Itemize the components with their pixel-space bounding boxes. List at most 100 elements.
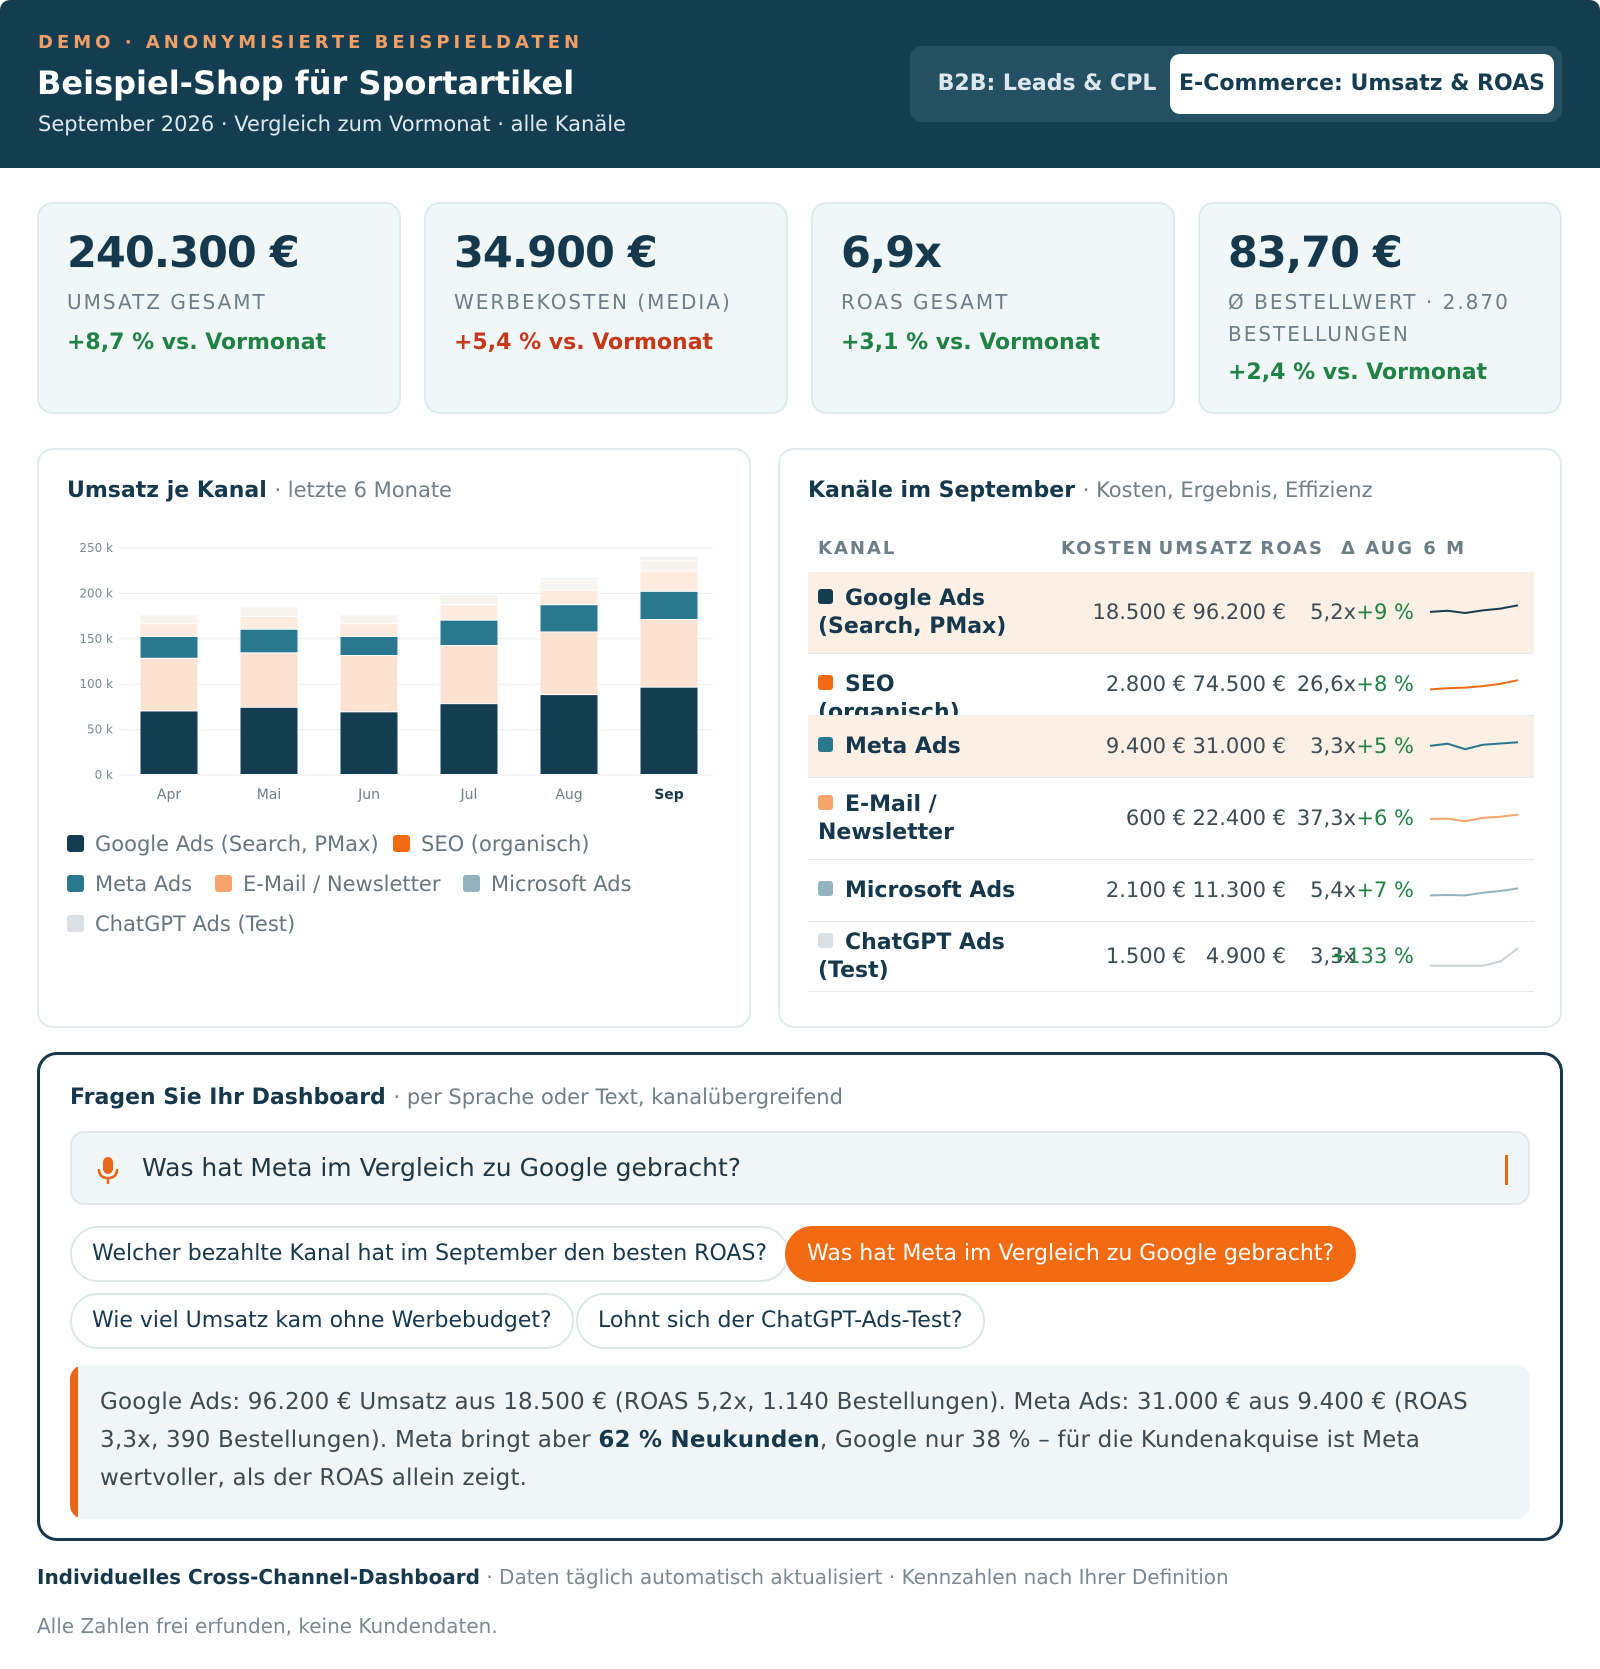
sparkline (1429, 604, 1519, 615)
ask-dashboard-panel: Fragen Sie Ihr Dashboard · per Sprache o… (37, 1052, 1563, 1541)
suggestion-chip-chatgpt-test[interactable]: Lohnt sich der ChatGPT-Ads-Test? (576, 1293, 985, 1349)
channel-color-dot (818, 675, 833, 690)
revenue-cell: 31.000 € (1192, 734, 1286, 758)
col-header-cost: KOSTEN (1060, 538, 1154, 559)
legend-item: Microsoft Ads (463, 872, 632, 896)
revenue-chart-card: Umsatz je Kanal · letzte 6 Monate 0 k 50 … (37, 448, 751, 1028)
suggestion-chip-best-roas[interactable]: Welcher bezahlte Kanal hat im September … (70, 1226, 790, 1282)
bar-segment (640, 591, 698, 620)
kpi-card-revenue: 240.300 € UMSATZ GESAMT +8,7 % vs. Vormo… (37, 202, 401, 414)
sparkline-path (1429, 813, 1519, 823)
dashboard-type-switcher: B2B: Leads & CPL E-Commerce: Umsatz & RO… (910, 46, 1562, 122)
row-divider (808, 653, 1534, 654)
revenue-cell: 22.400 € (1192, 806, 1286, 830)
roas-cell: 5,4x (1310, 878, 1356, 902)
delta-cell: +133 % (1329, 944, 1414, 968)
suggestion-chip-meta-vs-google[interactable]: Was hat Meta im Vergleich zu Google gebr… (785, 1226, 1357, 1282)
sparkline-path (1429, 604, 1519, 615)
ask-title: Fragen Sie Ihr Dashboard · per Sprache o… (70, 1085, 843, 1110)
col-header-channel: KANAL (818, 538, 897, 559)
legend-label: Google Ads (Search, PMax) (95, 832, 379, 856)
page-subtitle: September 2026 · Vergleich zum Vormonat … (38, 112, 626, 136)
channel-name: Meta Ads (818, 733, 1038, 761)
kpi-card-avg-order: 83,70 € Ø BESTELLWERT · 2.870 BESTELLUNG… (1198, 202, 1562, 414)
footer-line: Individuelles Cross-Channel-Dashboard · … (37, 1565, 1229, 1589)
cost-cell: 2.800 € (1105, 672, 1186, 696)
kpi-delta: +3,1 % vs. Vormonat (841, 330, 1101, 355)
col-header-revenue: UMSATZ (1158, 538, 1254, 559)
delta-cell: +5 % (1356, 734, 1414, 758)
legend-label: E-Mail / Newsletter (243, 872, 441, 896)
legend-item: E-Mail / Newsletter (215, 872, 440, 896)
ask-query-input[interactable]: Was hat Meta im Vergleich zu Google gebr… (70, 1131, 1530, 1205)
row-divider (808, 777, 1534, 778)
sparkline (1429, 679, 1519, 691)
footer-text: · Daten täglich automatisch aktualisiert… (479, 1565, 1229, 1589)
ask-subtitle: · per Sprache oder Text, kanalübergreife… (393, 1085, 843, 1109)
col-header-trend: 6 M (1423, 538, 1466, 559)
row-divider (808, 715, 1534, 716)
bar-segment (640, 571, 698, 591)
table-row[interactable]: Meta Ads 9.400 €31.000 € 3,3x +5 % (808, 716, 1534, 778)
kpi-label: WERBEKOSTEN (MEDIA) (454, 290, 732, 314)
bar-segment (540, 632, 598, 695)
delta-cell: +6 % (1356, 806, 1414, 830)
sparkline-path (1429, 887, 1519, 897)
channel-name: Microsoft Ads (818, 877, 1038, 905)
kpi-value: 83,70 € (1228, 228, 1403, 278)
bar-segment (440, 646, 498, 704)
y-tick-label: 200 k (79, 586, 113, 600)
roas-cell: 3,3x (1310, 944, 1356, 968)
cost-cell: 18.500 € (1092, 600, 1186, 624)
answer-box: Google Ads: 96.200 € Umsatz aus 18.500 €… (70, 1365, 1530, 1519)
suggestion-chip-organic-revenue[interactable]: Wie viel Umsatz kam ohne Werbebudget? (70, 1293, 574, 1349)
x-tick-label: Mai (257, 787, 282, 803)
legend-swatch (67, 875, 84, 892)
bar-segment (340, 656, 398, 712)
cost-cell: 9.400 € (1105, 734, 1186, 758)
roas-cell: 26,6x (1296, 672, 1356, 696)
legend-label: Microsoft Ads (491, 872, 632, 896)
sparkline (1429, 741, 1519, 751)
sparkline (1429, 887, 1519, 897)
kpi-card-roas: 6,9x ROAS GESAMT +3,1 % vs. Vormonat (811, 202, 1175, 414)
kpi-label: UMSATZ GESAMT (67, 290, 267, 314)
microphone-icon[interactable] (96, 1155, 120, 1185)
footer-product-name: Individuelles Cross-Channel-Dashboard (37, 1565, 480, 1589)
table-row[interactable]: ChatGPT Ads (Test) 1.500 € 4.900 € 3,3x +133… (808, 922, 1534, 992)
table-row[interactable]: SEO (organisch) 2.800 €74.500 €26,6x +8 % (808, 654, 1534, 725)
bar-segment (640, 556, 698, 561)
bar-segment (440, 605, 498, 620)
bar-segment (540, 577, 598, 580)
roas-cell: 3,3x (1310, 734, 1356, 758)
bar-segment (240, 653, 298, 707)
channel-color-dot (818, 589, 833, 604)
bar-segment (140, 711, 198, 774)
table-row[interactable]: Google Ads (Search, PMax) 18.500 €96.200 … (808, 572, 1534, 654)
table-title-text: Kanäle im September (808, 478, 1076, 503)
stacked-bar-chart: 0 k 50 k 100 k 150 k 200 k 250 k Apr Mai Jun Jul A… (79, 541, 713, 803)
tab-b2b-leads[interactable]: B2B: Leads & CPL (937, 71, 1157, 96)
channel-name-text: E-Mail / Newsletter (818, 792, 955, 845)
cost-cell: 1.500 € (1105, 944, 1186, 968)
revenue-cell: 4.900 € (1205, 944, 1286, 968)
sparkline-path (1429, 741, 1519, 751)
row-divider (808, 921, 1534, 922)
table-row[interactable]: Microsoft Ads 2.100 €11.300 € 5,4x +7 % (808, 860, 1534, 922)
delta-cell: +7 % (1356, 878, 1414, 902)
bar-segment (140, 658, 198, 711)
x-tick-label: Jun (357, 787, 380, 803)
bar-segment (640, 561, 698, 571)
ask-title-text: Fragen Sie Ihr Dashboard (70, 1085, 386, 1110)
tab-ecommerce-revenue[interactable]: E-Commerce: Umsatz & ROAS (1170, 54, 1554, 114)
bar-segment (140, 636, 198, 658)
bar-segment (640, 620, 698, 687)
table-row[interactable]: E-Mail / Newsletter 600 €22.400 € 37,3x +6 … (808, 778, 1534, 860)
col-header-roas: ROAS (1260, 538, 1324, 559)
bar-segment (240, 707, 298, 774)
y-tick-label: 250 k (79, 541, 113, 555)
bar-segment (340, 712, 398, 774)
bar-segment (540, 590, 598, 605)
bar-segment (440, 704, 498, 774)
sparkline (1430, 947, 1519, 967)
